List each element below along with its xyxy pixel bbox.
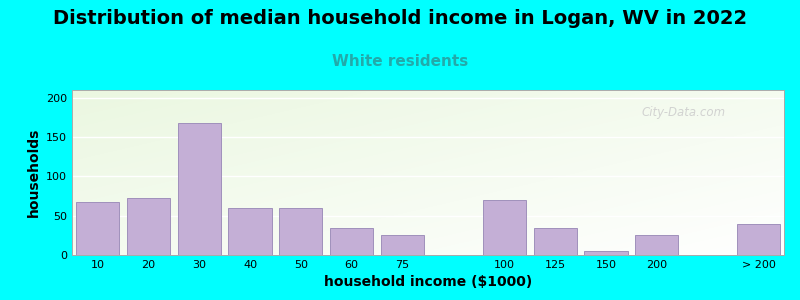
Bar (381, 236, 424, 255)
Bar (279, 208, 322, 255)
Bar (76, 202, 119, 255)
Text: White residents: White residents (332, 54, 468, 69)
Bar (534, 227, 577, 255)
Bar (330, 227, 374, 255)
Bar (228, 208, 272, 255)
X-axis label: household income ($1000): household income ($1000) (324, 275, 532, 290)
Bar (584, 251, 628, 255)
Bar (126, 198, 170, 255)
Y-axis label: households: households (26, 128, 41, 217)
Bar (178, 123, 221, 255)
Bar (737, 224, 780, 255)
Text: Distribution of median household income in Logan, WV in 2022: Distribution of median household income … (53, 9, 747, 28)
Text: City-Data.com: City-Data.com (642, 106, 726, 119)
Bar (635, 235, 678, 255)
Bar (482, 200, 526, 255)
